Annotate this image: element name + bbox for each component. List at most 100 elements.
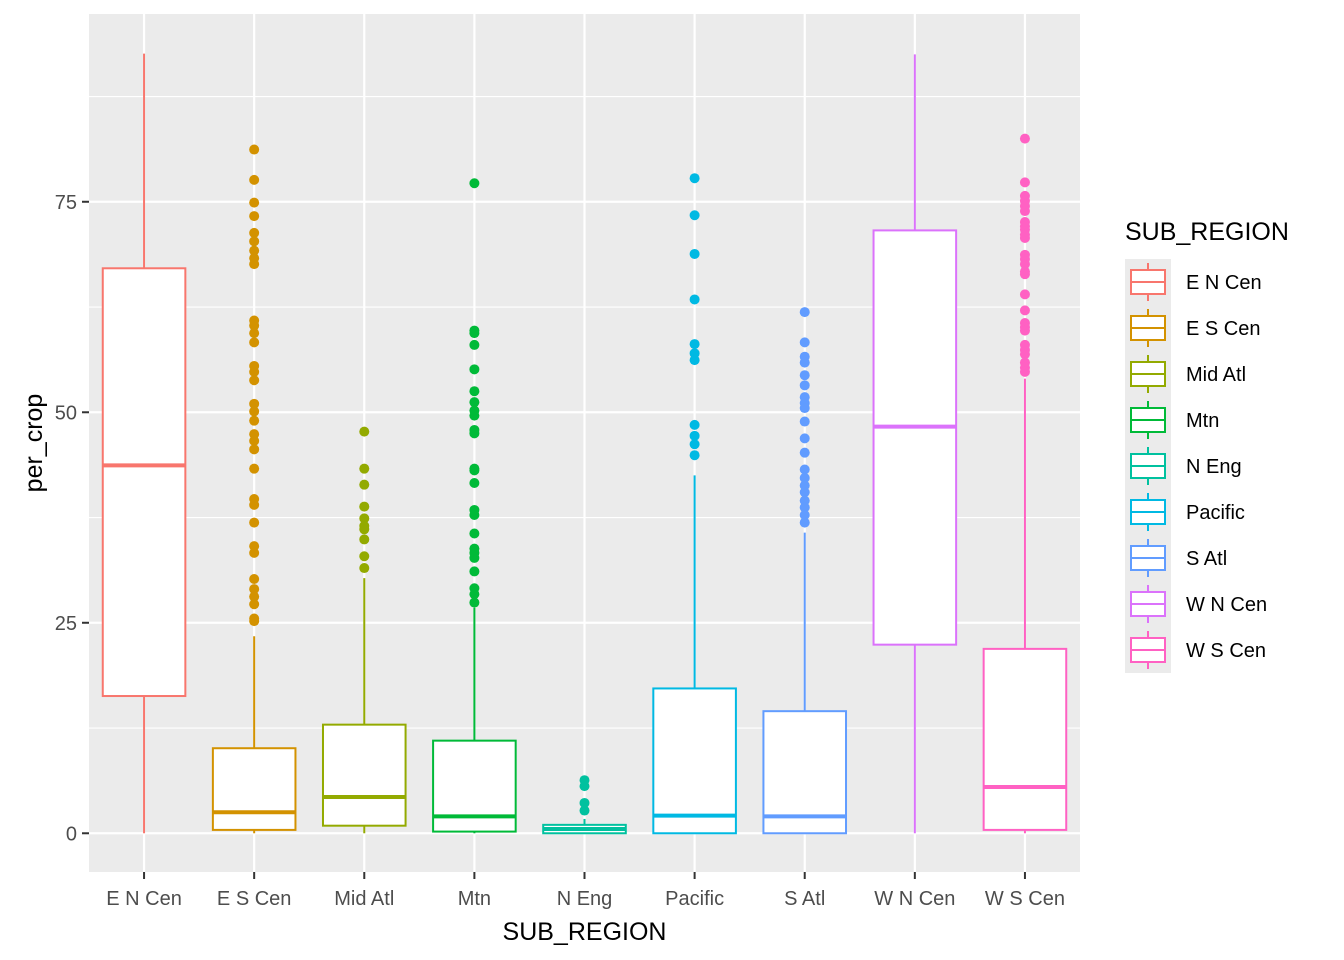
outlier-point [359,501,370,512]
box-iqr [321,723,407,827]
outlier-point [469,597,480,608]
box-iqr [872,229,958,646]
legend-item: Pacific [1130,493,1245,531]
legend-label: E S Cen [1186,318,1260,340]
outlier-point [689,294,700,305]
outlier-point [249,320,260,331]
legend-item: E N Cen [1130,263,1262,301]
outlier-point [799,403,810,414]
legend-label: W N Cen [1186,594,1267,616]
outlier-point [249,375,260,386]
outlier-point [249,444,260,455]
box-mtn [432,178,517,834]
outlier-point [249,547,260,558]
outlier-point [249,415,260,426]
x-tick-label: Mid Atl [334,888,394,910]
box-iqr [101,267,187,698]
outlier-point [799,517,810,528]
legend-label: S Atl [1186,548,1227,570]
legend-item: Mtn [1130,401,1219,439]
box-w-n-cen [872,54,958,834]
outlier-point [1019,366,1030,377]
outlier-point [249,435,260,446]
outlier-point [359,463,370,474]
outlier-point [469,465,480,476]
outlier-point [249,245,260,256]
outlier-point [249,499,260,510]
outlier-point [249,517,260,528]
outlier-point [469,589,480,600]
outlier-point [469,328,480,339]
outlier-point [689,419,700,430]
y-axis: 0 25 50 75 [55,192,89,845]
outlier-point [249,599,260,610]
outlier-point [469,509,480,520]
outlier-point [1019,349,1030,360]
outlier-point [249,337,260,348]
outlier-point [799,509,810,520]
x-tick-label: E N Cen [106,888,182,910]
outlier-point [249,174,260,185]
legend-label: N Eng [1186,456,1242,478]
outlier-point [249,398,260,409]
legend-item: N Eng [1130,447,1242,485]
legend-label: E N Cen [1186,272,1262,294]
outlier-point [579,797,590,808]
outlier-point [1019,177,1030,188]
outlier-point [249,591,260,602]
outlier-point [799,502,810,513]
legend-label: Mtn [1186,410,1219,432]
outlier-point [799,464,810,475]
x-tick-label: Pacific [665,888,724,910]
x-tick-label: Mtn [458,888,491,910]
box-iqr [762,710,848,835]
x-axis: E N Cen E S Cen Mid Atl Mtn N Eng Pacific S At… [106,872,1065,910]
outlier-point [249,211,260,222]
outlier-point [1019,269,1030,280]
outlier-point [799,433,810,444]
box-e-s-cen [211,144,297,834]
legend-label: W S Cen [1186,640,1266,662]
box-iqr [211,747,297,831]
box-e-n-cen [101,53,187,834]
outlier-point [249,463,260,474]
outlier-point [799,380,810,391]
box-n-eng [542,775,627,835]
outlier-point [249,259,260,270]
y-tick-label: 50 [55,402,77,424]
outlier-point [1019,289,1030,300]
outlier-point [469,397,480,408]
y-tick-label: 25 [55,613,77,635]
outlier-point [359,524,370,535]
outlier-point [689,339,700,350]
outlier-point [359,426,370,437]
outlier-point [689,355,700,366]
outlier-point [1019,325,1030,336]
outlier-point [249,616,260,627]
outlier-point [799,337,810,348]
outlier-point [799,357,810,368]
outlier-point [359,479,370,490]
outlier-point [689,210,700,221]
outlier-point [249,584,260,595]
legend-item: Mid Atl [1130,355,1246,393]
outlier-point [469,410,480,421]
outlier-point [249,573,260,584]
box-iqr [982,647,1068,831]
outlier-point [359,513,370,524]
outlier-point [249,236,260,247]
outlier-point [1019,232,1030,243]
box-w-s-cen [982,133,1068,834]
outlier-point [799,307,810,318]
outlier-point [689,430,700,441]
legend-label: Mid Atl [1186,364,1246,386]
outlier-point [1019,305,1030,316]
outlier-point [1019,133,1030,144]
outlier-point [689,248,700,259]
legend-item: E S Cen [1130,309,1260,347]
outlier-point [469,386,480,397]
outlier-point [249,144,260,155]
outlier-point [359,563,370,574]
outlier-point [799,416,810,427]
outlier-point [469,552,480,563]
